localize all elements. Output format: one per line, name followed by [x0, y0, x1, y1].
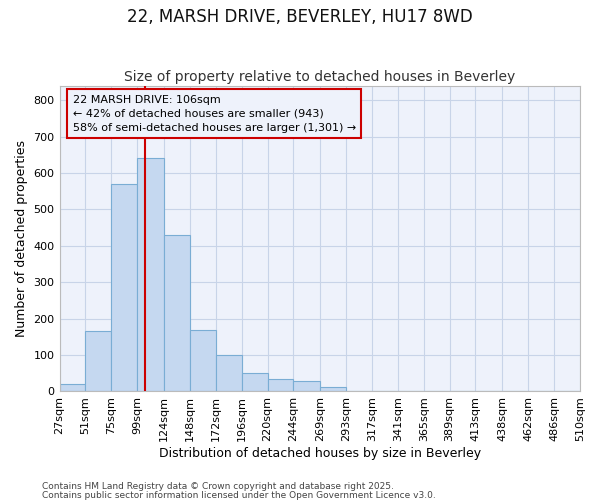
Y-axis label: Number of detached properties: Number of detached properties — [15, 140, 28, 337]
Bar — [242, 374, 268, 392]
Bar — [216, 355, 242, 392]
Bar — [293, 380, 320, 392]
Bar — [320, 387, 346, 392]
Text: 22, MARSH DRIVE, BEVERLEY, HU17 8WD: 22, MARSH DRIVE, BEVERLEY, HU17 8WD — [127, 8, 473, 26]
Bar — [268, 378, 293, 392]
Text: 22 MARSH DRIVE: 106sqm
← 42% of detached houses are smaller (943)
58% of semi-de: 22 MARSH DRIVE: 106sqm ← 42% of detached… — [73, 95, 356, 133]
X-axis label: Distribution of detached houses by size in Beverley: Distribution of detached houses by size … — [159, 447, 481, 460]
Bar — [137, 158, 164, 392]
Bar — [111, 184, 137, 392]
Bar — [59, 384, 85, 392]
Bar — [85, 332, 111, 392]
Text: Contains public sector information licensed under the Open Government Licence v3: Contains public sector information licen… — [42, 490, 436, 500]
Bar — [190, 330, 216, 392]
Bar — [554, 390, 580, 392]
Title: Size of property relative to detached houses in Beverley: Size of property relative to detached ho… — [124, 70, 515, 85]
Text: Contains HM Land Registry data © Crown copyright and database right 2025.: Contains HM Land Registry data © Crown c… — [42, 482, 394, 491]
Bar — [164, 235, 190, 392]
